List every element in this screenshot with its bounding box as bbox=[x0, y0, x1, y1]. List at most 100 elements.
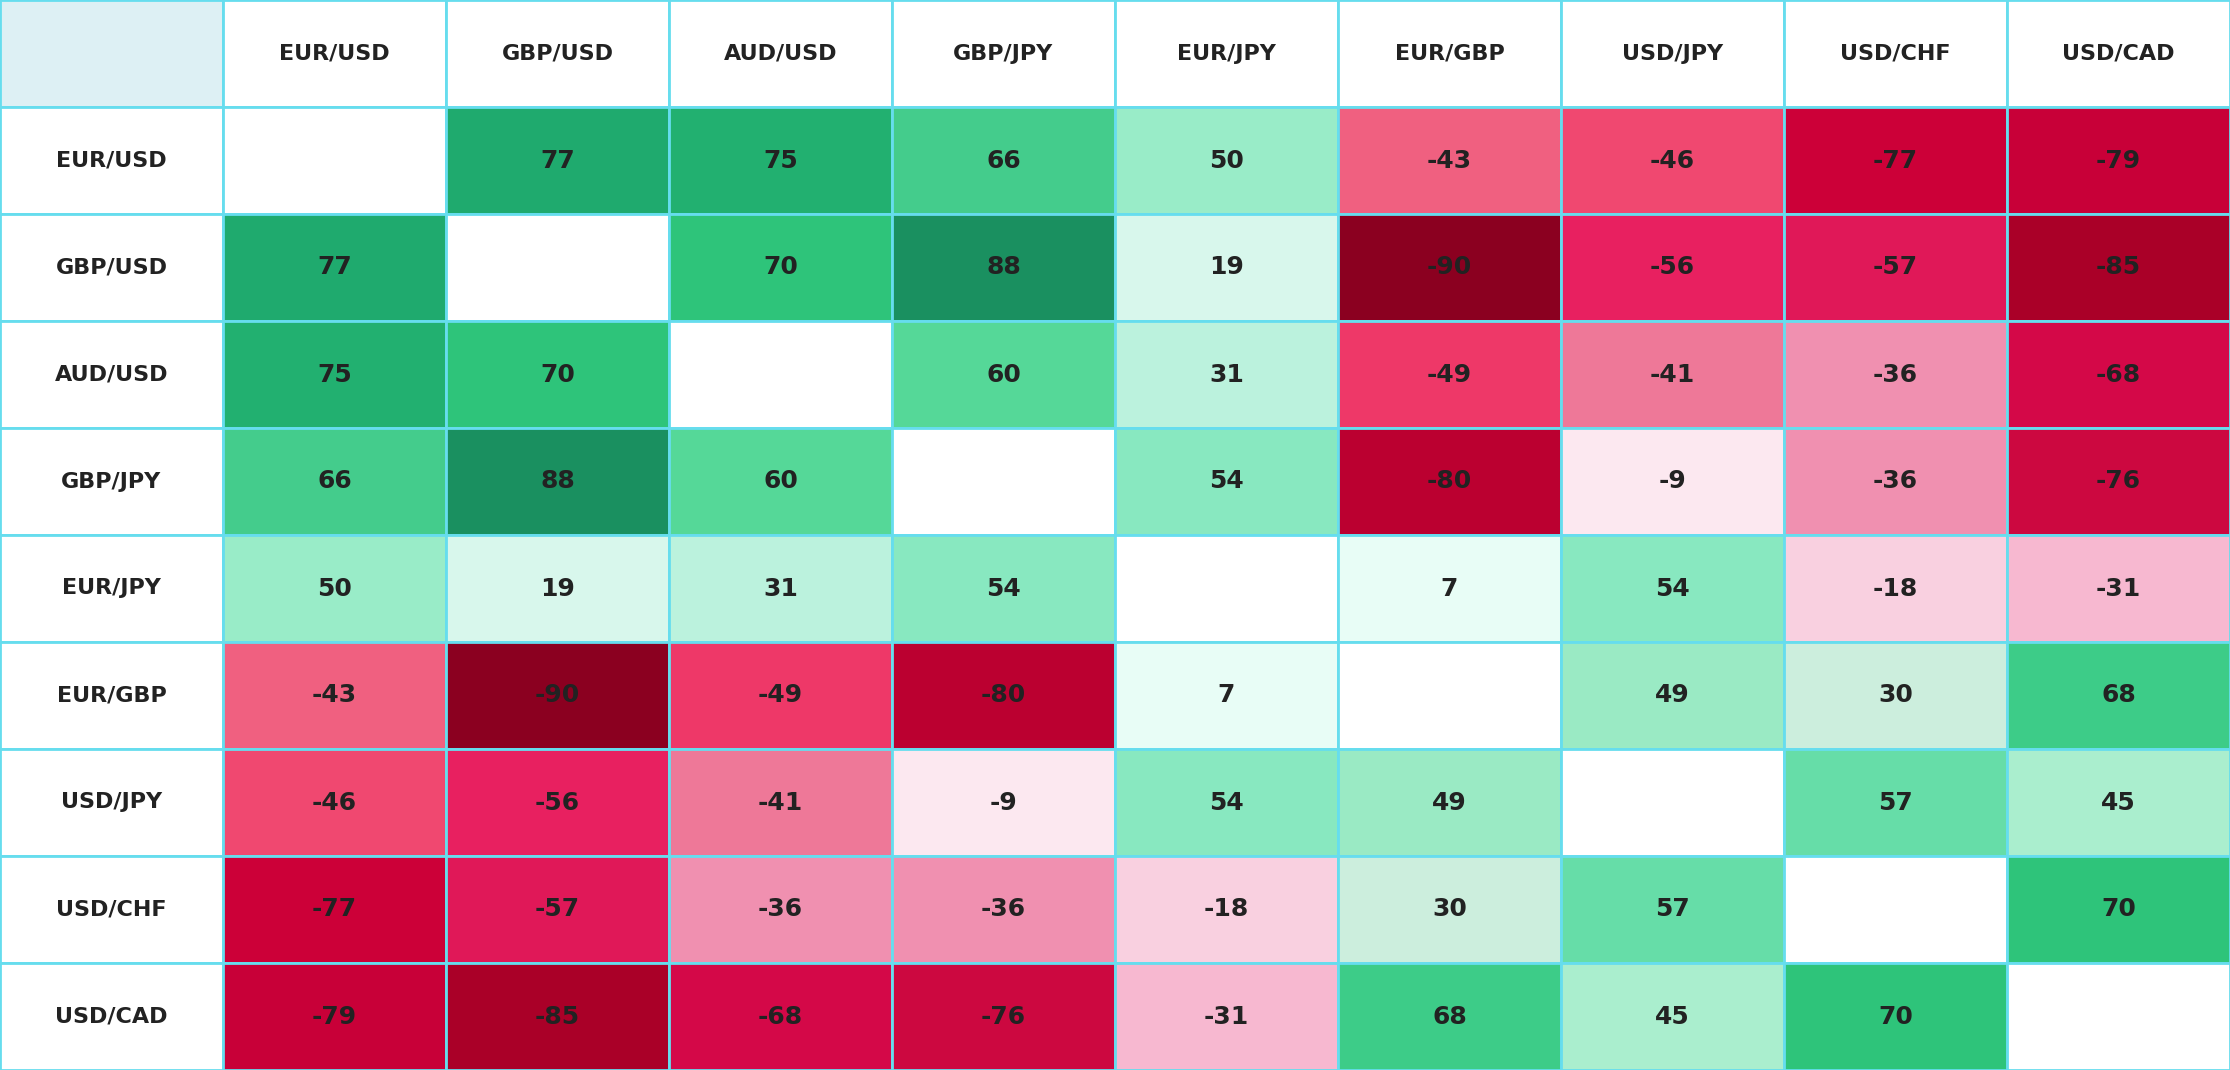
Bar bbox=[669, 856, 892, 963]
Text: -31: -31 bbox=[1204, 1005, 1249, 1028]
Text: 54: 54 bbox=[986, 577, 1021, 600]
Bar bbox=[446, 214, 669, 321]
Bar bbox=[1115, 0, 1338, 107]
Text: EUR/GBP: EUR/GBP bbox=[1394, 44, 1505, 63]
Bar bbox=[1561, 856, 1784, 963]
Text: 66: 66 bbox=[986, 149, 1021, 172]
Text: 75: 75 bbox=[317, 363, 352, 386]
Bar bbox=[446, 749, 669, 856]
Text: 60: 60 bbox=[986, 363, 1021, 386]
Text: AUD/USD: AUD/USD bbox=[725, 44, 836, 63]
Text: 68: 68 bbox=[2101, 684, 2136, 707]
Bar bbox=[223, 214, 446, 321]
Bar bbox=[0, 321, 223, 428]
Text: 7: 7 bbox=[1441, 577, 1458, 600]
Text: 7: 7 bbox=[1218, 684, 1235, 707]
Bar bbox=[0, 535, 223, 642]
Text: 19: 19 bbox=[540, 577, 575, 600]
Bar bbox=[1561, 321, 1784, 428]
Text: 30: 30 bbox=[1432, 898, 1467, 921]
Bar bbox=[669, 321, 892, 428]
Text: 50: 50 bbox=[1209, 149, 1244, 172]
Bar bbox=[892, 428, 1115, 535]
Bar bbox=[1338, 107, 1561, 214]
Bar bbox=[1784, 0, 2007, 107]
Text: 60: 60 bbox=[763, 470, 798, 493]
Text: 57: 57 bbox=[1878, 791, 1913, 814]
Bar bbox=[892, 214, 1115, 321]
Bar bbox=[669, 963, 892, 1070]
Text: -90: -90 bbox=[1427, 256, 1472, 279]
Bar bbox=[892, 642, 1115, 749]
Text: -56: -56 bbox=[1650, 256, 1695, 279]
Text: 57: 57 bbox=[1655, 898, 1690, 921]
Bar bbox=[446, 0, 669, 107]
Text: -49: -49 bbox=[758, 684, 803, 707]
Bar bbox=[2007, 963, 2230, 1070]
Text: USD/CHF: USD/CHF bbox=[56, 900, 167, 919]
Text: GBP/JPY: GBP/JPY bbox=[954, 44, 1053, 63]
Text: -80: -80 bbox=[1427, 470, 1472, 493]
Bar bbox=[1338, 642, 1561, 749]
Text: -79: -79 bbox=[2096, 149, 2141, 172]
Text: 54: 54 bbox=[1655, 577, 1690, 600]
Bar bbox=[1338, 963, 1561, 1070]
Text: USD/CAD: USD/CAD bbox=[2063, 44, 2174, 63]
Bar bbox=[1115, 214, 1338, 321]
Text: GBP/USD: GBP/USD bbox=[56, 258, 167, 277]
Text: 54: 54 bbox=[1209, 791, 1244, 814]
Text: AUD/USD: AUD/USD bbox=[56, 365, 167, 384]
Bar bbox=[2007, 214, 2230, 321]
Text: 54: 54 bbox=[1209, 470, 1244, 493]
Text: EUR/GBP: EUR/GBP bbox=[56, 686, 167, 705]
Bar bbox=[1561, 214, 1784, 321]
Bar bbox=[0, 856, 223, 963]
Bar bbox=[1115, 428, 1338, 535]
Bar bbox=[2007, 321, 2230, 428]
Text: GBP/JPY: GBP/JPY bbox=[62, 472, 161, 491]
Text: -9: -9 bbox=[1659, 470, 1686, 493]
Text: 70: 70 bbox=[2101, 898, 2136, 921]
Text: 70: 70 bbox=[1878, 1005, 1913, 1028]
Text: 31: 31 bbox=[763, 577, 798, 600]
Text: -85: -85 bbox=[535, 1005, 580, 1028]
Bar bbox=[669, 535, 892, 642]
Text: -85: -85 bbox=[2096, 256, 2141, 279]
Bar bbox=[2007, 0, 2230, 107]
Bar bbox=[1338, 535, 1561, 642]
Bar bbox=[1561, 535, 1784, 642]
Bar bbox=[223, 428, 446, 535]
Bar bbox=[1338, 749, 1561, 856]
Bar bbox=[446, 321, 669, 428]
Bar bbox=[446, 107, 669, 214]
Bar bbox=[1115, 856, 1338, 963]
Text: 49: 49 bbox=[1655, 684, 1690, 707]
Bar bbox=[2007, 749, 2230, 856]
Text: -90: -90 bbox=[535, 684, 580, 707]
Bar bbox=[1784, 321, 2007, 428]
Bar bbox=[1784, 535, 2007, 642]
Text: -46: -46 bbox=[312, 791, 357, 814]
Text: 45: 45 bbox=[1655, 1005, 1690, 1028]
Bar bbox=[1115, 107, 1338, 214]
Bar bbox=[1115, 749, 1338, 856]
Bar bbox=[223, 642, 446, 749]
Text: EUR/JPY: EUR/JPY bbox=[62, 579, 161, 598]
Text: -80: -80 bbox=[981, 684, 1026, 707]
Bar bbox=[1561, 0, 1784, 107]
Bar bbox=[223, 0, 446, 107]
Bar bbox=[1784, 107, 2007, 214]
Text: -36: -36 bbox=[1873, 470, 1918, 493]
Text: -76: -76 bbox=[2096, 470, 2141, 493]
Text: -57: -57 bbox=[1873, 256, 1918, 279]
Bar bbox=[2007, 535, 2230, 642]
Bar bbox=[1561, 749, 1784, 856]
Text: -49: -49 bbox=[1427, 363, 1472, 386]
Bar bbox=[446, 535, 669, 642]
Bar bbox=[1561, 963, 1784, 1070]
Text: -18: -18 bbox=[1204, 898, 1249, 921]
Text: -76: -76 bbox=[981, 1005, 1026, 1028]
Text: -68: -68 bbox=[758, 1005, 803, 1028]
Text: -36: -36 bbox=[981, 898, 1026, 921]
Text: 70: 70 bbox=[540, 363, 575, 386]
